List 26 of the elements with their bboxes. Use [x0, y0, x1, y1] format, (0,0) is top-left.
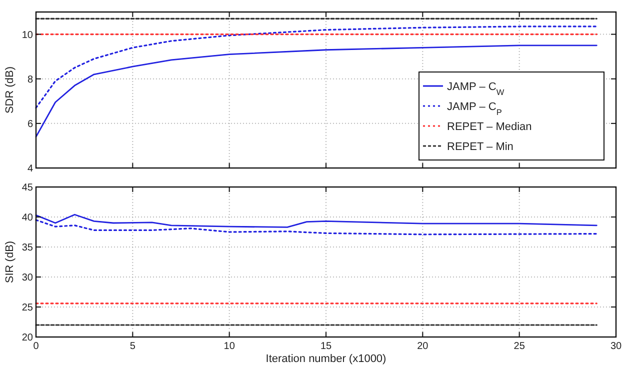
legend-label: REPET – Min	[447, 141, 514, 153]
y-tick-label: 6	[27, 118, 34, 130]
x-axis-title: Iteration number (x1000)	[266, 353, 386, 365]
y-axis-title: SDR (dB)	[4, 66, 16, 114]
legend-label: REPET – Median	[447, 121, 532, 133]
y-tick-label: 30	[22, 272, 34, 284]
line-series	[35, 44, 598, 138]
line-series	[35, 26, 598, 109]
x-tick-label: 25	[514, 341, 526, 352]
y-tick-label: 20	[22, 332, 34, 344]
x-tick-label: 10	[224, 341, 236, 352]
y-tick-label: 10	[22, 30, 34, 41]
x-tick-label: 20	[417, 341, 429, 352]
y-tick-label: 25	[22, 302, 34, 314]
x-tick-label: 30	[610, 341, 622, 352]
legend-label: JAMP – C$_{P}$	[447, 101, 502, 116]
y-tick-label: 4	[27, 164, 34, 174]
x-tick-label: 15	[320, 341, 332, 352]
y-axis-title: SIR (dB)	[4, 240, 16, 284]
y-tick-label: 40	[22, 212, 34, 224]
y-tick-label: 45	[22, 182, 34, 194]
legend-label: JAMP – C$_{W}$	[447, 81, 504, 96]
y-tick-label: 8	[27, 74, 34, 86]
x-tick-label: 0	[33, 341, 40, 352]
x-tick-label: 5	[130, 341, 136, 352]
y-tick-label: 35	[22, 242, 34, 254]
